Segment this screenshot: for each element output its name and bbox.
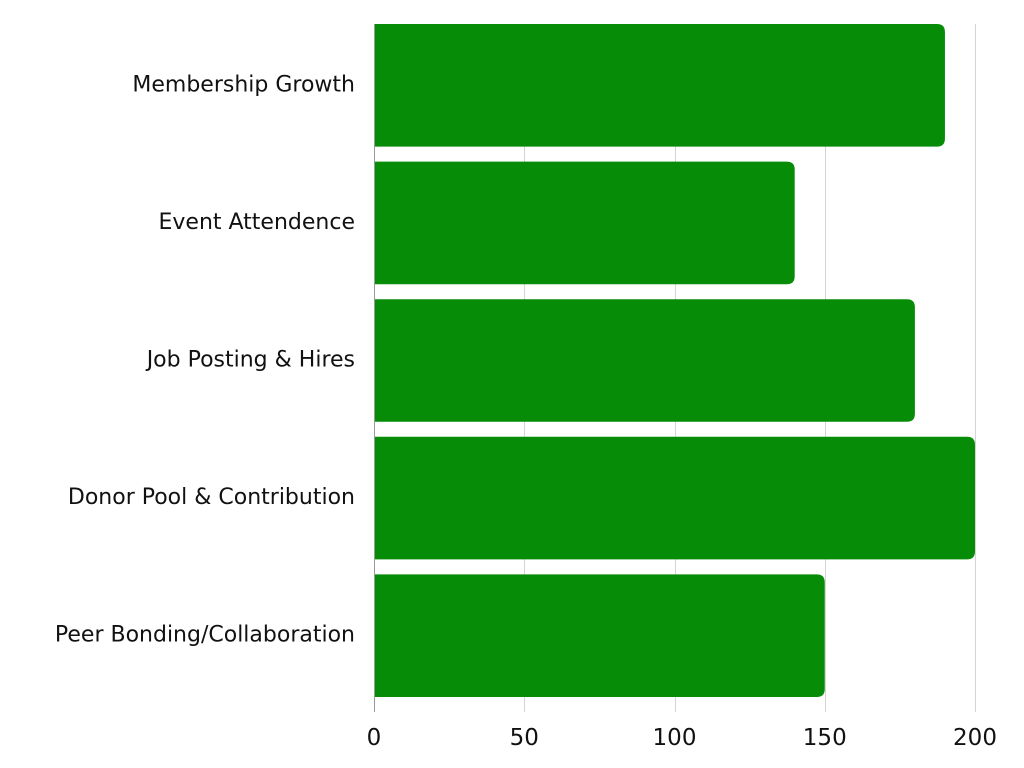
bar-layer bbox=[374, 24, 975, 697]
bar-4 bbox=[374, 574, 825, 697]
category-label-0: Membership Growth bbox=[132, 72, 355, 97]
x-tick-label-50: 50 bbox=[510, 725, 539, 751]
x-tick-label-0: 0 bbox=[367, 725, 382, 751]
category-label-4: Peer Bonding/Collaboration bbox=[55, 623, 355, 648]
x-tick-label-150: 150 bbox=[803, 725, 847, 751]
bar-3 bbox=[374, 436, 975, 560]
x-tick-label-200: 200 bbox=[953, 725, 997, 751]
category-labels: Membership Growth Event Attendence Job Pos… bbox=[55, 72, 355, 647]
bar-2 bbox=[374, 299, 915, 422]
bar-1 bbox=[374, 161, 795, 285]
x-tick-label-100: 100 bbox=[653, 725, 697, 751]
x-tick-labels: 0 50 100 150 200 bbox=[367, 725, 997, 751]
category-label-1: Event Attendence bbox=[159, 210, 356, 235]
category-label-2: Job Posting & Hires bbox=[145, 348, 355, 373]
bar-0 bbox=[374, 24, 945, 147]
category-label-3: Donor Pool & Contribution bbox=[68, 485, 355, 510]
